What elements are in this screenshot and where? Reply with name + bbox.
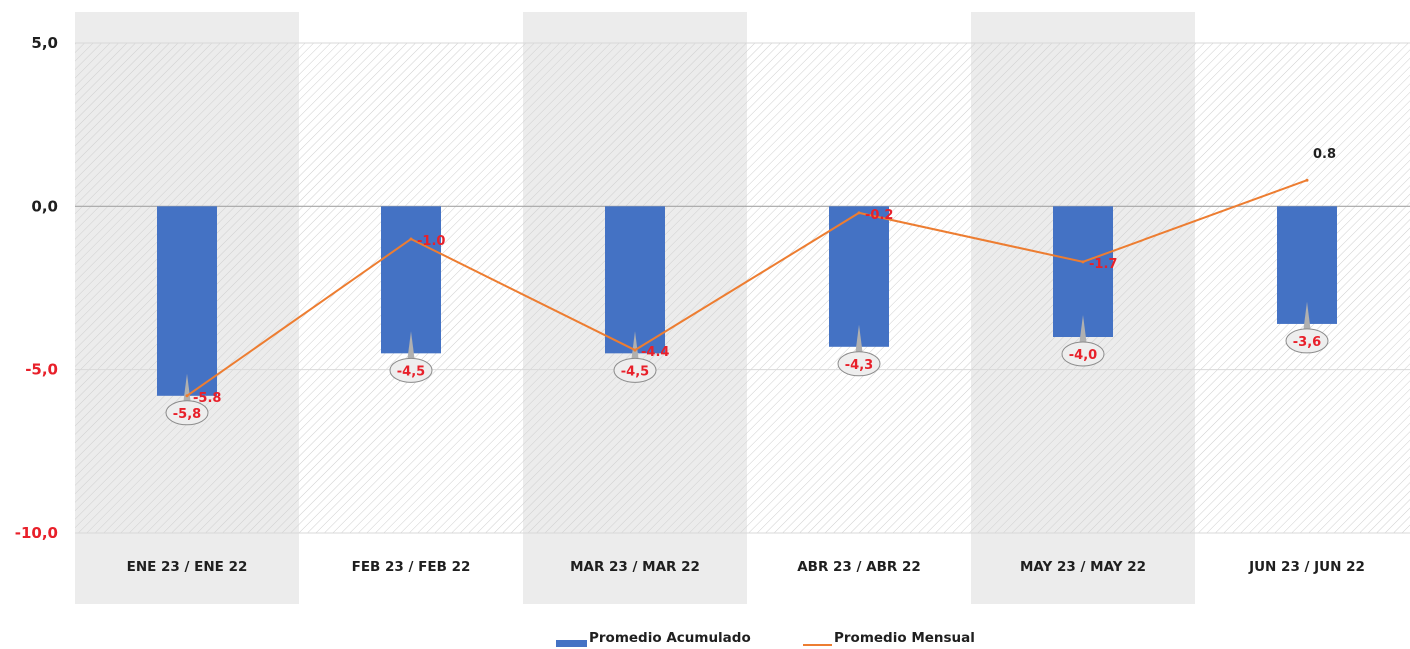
line-value-label: -1.7	[1089, 257, 1117, 272]
bar	[381, 206, 441, 354]
callout-pointer	[855, 324, 863, 356]
callout-pointer	[631, 331, 639, 363]
line-value-label: -1.0	[417, 234, 445, 249]
line-point	[1305, 178, 1309, 182]
bar	[829, 206, 889, 347]
callout-bubble	[165, 400, 209, 426]
bars	[157, 206, 1337, 396]
y-tick-label: 0,0	[31, 197, 58, 215]
y-tick-label: 5,0	[31, 34, 58, 52]
legend-swatch-promedio-acumulado	[556, 640, 587, 647]
plot-area-hatch	[75, 43, 1410, 533]
bar-value-label: -5,8	[173, 407, 201, 422]
callout-bubble	[389, 357, 433, 383]
bar-value-label: -4,5	[397, 364, 425, 379]
gridlines	[75, 42, 1410, 534]
line-series	[185, 178, 1309, 398]
callout-pointer	[1303, 301, 1311, 333]
line-value-label: 0.8	[1313, 147, 1336, 162]
x-category-label: JUN 23 / JUN 22	[1248, 559, 1365, 575]
line-point	[409, 237, 413, 241]
x-category-label: FEB 23 / FEB 22	[352, 559, 471, 575]
callout-bubble	[1285, 328, 1329, 354]
x-category-label: ABR 23 / ABR 22	[797, 559, 921, 575]
callout-bubble	[613, 357, 657, 383]
bar-value-label: -4,5	[621, 364, 649, 379]
x-category-label: MAY 23 / MAY 22	[1020, 559, 1146, 575]
bar-value-label: -3,6	[1293, 335, 1321, 350]
callout-bubble	[1061, 341, 1105, 367]
y-tick-label: -10,0	[15, 524, 58, 542]
bar	[605, 206, 665, 354]
line-point	[1081, 260, 1085, 264]
line-value-label: -0.2	[865, 208, 893, 223]
bar-value-callouts: -5,8 -4,5 -4,5 -4,3 -4,0 -3,6	[165, 301, 1329, 426]
legend-label-promedio-acumulado: Promedio Acumulado	[589, 630, 751, 646]
bar-value-label: -4,0	[1069, 348, 1097, 363]
bar-value-label: -4,3	[845, 358, 873, 373]
x-category-label: ENE 23 / ENE 22	[127, 559, 248, 575]
line-point	[633, 348, 637, 352]
callout-pointer	[183, 373, 191, 405]
bar	[157, 206, 217, 396]
line-value-label: -5.8	[193, 391, 221, 406]
y-axis-tick-labels: 5,0 0,0 -5,0 -10,0	[15, 34, 58, 542]
x-axis-category-labels: ENE 23 / ENE 22 FEB 23 / FEB 22 MAR 23 / M…	[127, 559, 1365, 575]
callout-pointer	[407, 331, 415, 363]
line-value-labels: -5.8 -1.0 -4.4 -0.2 -1.7 0.8	[193, 147, 1336, 406]
x-category-label: MAR 23 / MAR 22	[570, 559, 700, 575]
line-point	[185, 394, 189, 398]
callout-pointer	[1079, 315, 1087, 346]
legend-label-promedio-mensual: Promedio Mensual	[834, 630, 975, 646]
y-tick-label: -5,0	[25, 361, 58, 379]
line-point	[857, 211, 861, 215]
legend: Promedio Acumulado Promedio Mensual	[556, 630, 975, 647]
line-value-label: -4.4	[641, 345, 669, 360]
line-promedio-mensual	[186, 179, 1308, 397]
callout-bubble	[837, 351, 881, 377]
